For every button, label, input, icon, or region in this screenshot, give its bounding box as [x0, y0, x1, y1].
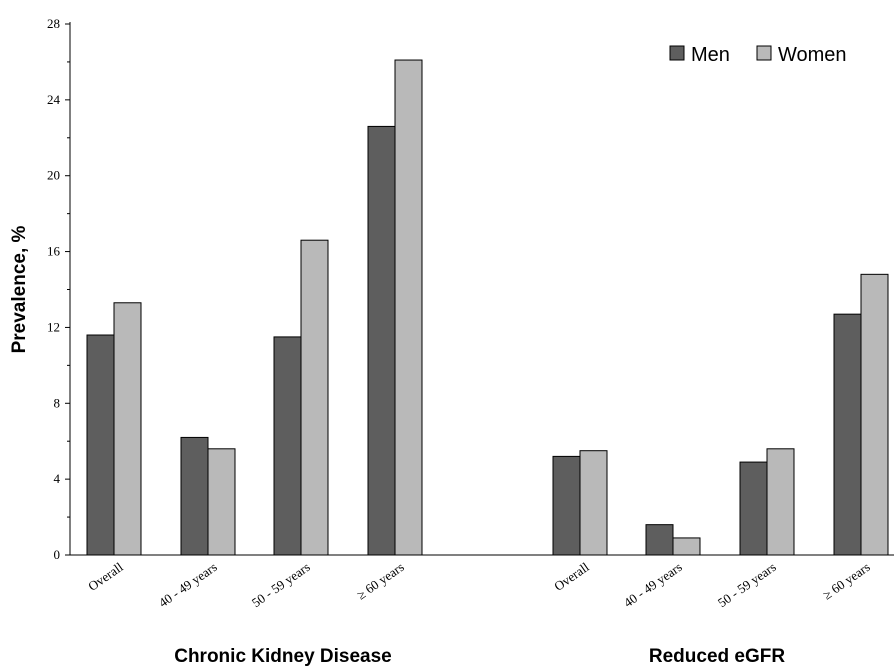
- x-tick-label: ≥ 60 years: [354, 559, 407, 602]
- x-tick-label: Overall: [85, 559, 126, 594]
- legend-swatch-men: [669, 45, 685, 61]
- bar-men: [552, 455, 581, 556]
- bar-men: [180, 436, 209, 556]
- bar-men: [86, 334, 115, 556]
- bar-men: [645, 524, 674, 556]
- x-tick-label: ≥ 60 years: [820, 559, 873, 602]
- bar-women: [579, 450, 608, 556]
- bar-women: [672, 537, 701, 556]
- bar-women: [394, 59, 423, 556]
- y-tick-label: 12: [47, 319, 60, 334]
- y-tick-label: 0: [54, 547, 61, 562]
- legend-swatch-women: [756, 45, 772, 61]
- y-tick-label: 24: [47, 92, 61, 107]
- y-tick-label: 20: [47, 168, 60, 183]
- bar-men: [833, 313, 862, 556]
- bar-women: [860, 273, 889, 556]
- y-tick-label: 28: [47, 16, 60, 31]
- group-label: Chronic Kidney Disease: [174, 646, 392, 666]
- y-tick-label: 8: [54, 395, 61, 410]
- x-tick-label: 40 - 49 years: [156, 559, 220, 610]
- bar-men: [273, 336, 302, 556]
- x-tick-label: 40 - 49 years: [621, 559, 685, 610]
- y-tick-label: 16: [47, 244, 61, 259]
- y-tick-label: 4: [54, 471, 61, 486]
- bar-women: [113, 302, 142, 556]
- legend-label-men: Men: [691, 44, 730, 66]
- bar-women: [207, 448, 236, 556]
- bar-women: [766, 448, 795, 556]
- bar-men: [739, 461, 768, 556]
- x-tick-label: 50 - 59 years: [715, 559, 779, 610]
- bar-women: [300, 239, 329, 556]
- x-tick-label: Overall: [551, 559, 592, 594]
- bar-men: [367, 125, 396, 556]
- y-axis-label: Prevalence, %: [9, 225, 30, 353]
- x-tick-label: 50 - 59 years: [249, 559, 313, 610]
- legend-label-women: Women: [778, 44, 847, 66]
- group-label: Reduced eGFR: [649, 646, 785, 666]
